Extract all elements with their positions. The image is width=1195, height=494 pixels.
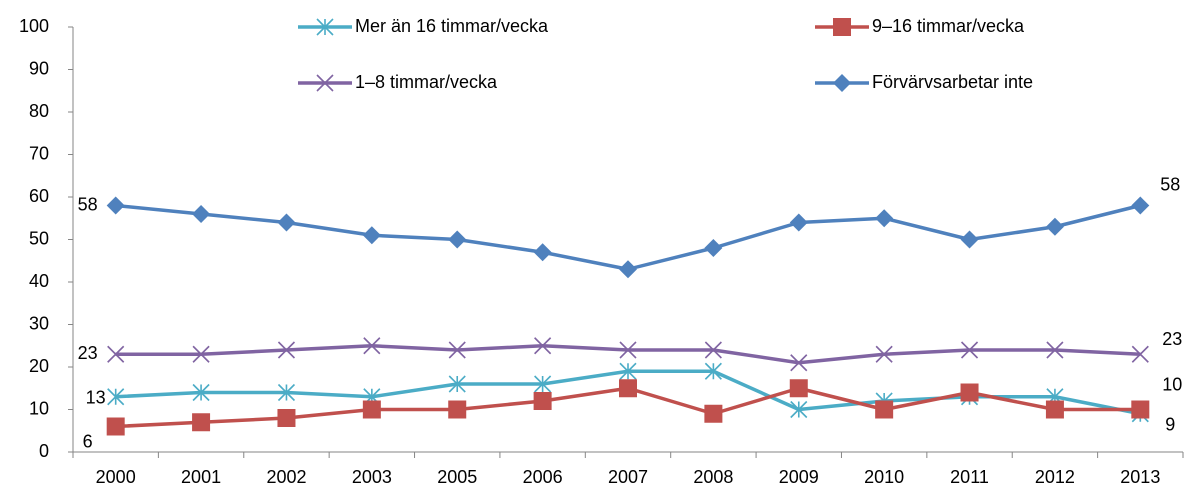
marker [106,196,125,215]
x-tick-label: 2003 [352,467,392,487]
marker [533,392,552,410]
marker [362,226,381,245]
data-label: 58 [1160,174,1180,194]
marker [1131,400,1150,419]
marker [277,383,296,402]
marker [106,417,125,436]
marker [192,413,211,432]
marker [960,383,979,402]
y-tick-label: 40 [29,271,49,291]
x-tick-label: 2002 [266,467,306,487]
marker [277,213,296,232]
y-tick-label: 100 [19,16,49,36]
marker [704,341,722,359]
legend-label: Mer än 16 timmar/vecka [355,16,549,36]
marker [277,341,296,359]
y-tick-label: 30 [29,313,49,333]
data-label: 23 [78,343,98,363]
x-tick-label: 2013 [1120,467,1160,487]
marker [107,388,125,406]
x-tick-label: 2009 [779,467,819,487]
y-tick-label: 60 [29,186,49,206]
legend-label: Förvärvsarbetar inte [872,72,1033,92]
marker [1046,341,1064,359]
x-tick-label: 2007 [608,467,648,487]
marker [192,205,211,223]
data-label: 6 [83,431,93,451]
marker [789,213,808,232]
y-tick-label: 10 [29,398,49,418]
x-tick-label: 2001 [181,467,221,487]
x-tick-label: 2010 [864,467,904,487]
legend-label: 9–16 timmar/vecka [872,16,1025,36]
marker [448,400,467,419]
marker [790,400,808,419]
marker [448,375,466,393]
marker [833,18,851,36]
marker [362,400,381,419]
data-label: 58 [78,194,98,214]
data-label: 13 [86,388,106,408]
x-tick-label: 2012 [1035,467,1075,487]
legend-label: 1–8 timmar/vecka [355,72,498,92]
data-label: 9 [1165,415,1175,435]
y-tick-label: 80 [29,101,49,121]
marker [534,337,552,355]
marker [1045,217,1064,236]
y-tick-label: 20 [29,356,49,376]
marker [619,260,637,279]
y-tick-label: 90 [29,58,49,78]
marker [960,341,979,359]
marker [960,230,979,249]
marker [1131,196,1150,215]
marker [534,375,552,393]
marker [833,74,851,92]
marker [619,362,637,380]
marker [875,400,894,419]
marker [448,341,466,359]
marker [316,18,334,36]
marker [277,409,296,427]
marker [192,383,210,402]
marker [619,341,637,359]
marker [704,362,722,380]
x-tick-label: 2000 [96,467,136,487]
marker [704,404,723,423]
marker [107,345,125,363]
x-tick-label: 2005 [437,467,477,487]
marker [875,209,894,228]
data-label: 23 [1162,329,1182,349]
marker [316,74,334,92]
series-line [115,203,1141,271]
marker [790,354,808,372]
y-tick-label: 50 [29,228,49,248]
marker [875,345,893,363]
marker [192,345,210,363]
marker [619,379,637,398]
marker [789,379,808,398]
series-line [115,344,1141,365]
marker [1131,345,1149,363]
marker [533,243,552,262]
data-label: 10 [1162,374,1182,394]
marker [448,230,467,249]
marker [704,239,723,257]
y-tick-label: 70 [29,143,49,163]
marker [363,337,381,355]
x-tick-label: 2008 [693,467,733,487]
x-tick-label: 2006 [523,467,563,487]
x-tick-label: 2011 [950,467,989,487]
y-tick-label: 0 [39,441,49,461]
marker [1045,400,1064,419]
